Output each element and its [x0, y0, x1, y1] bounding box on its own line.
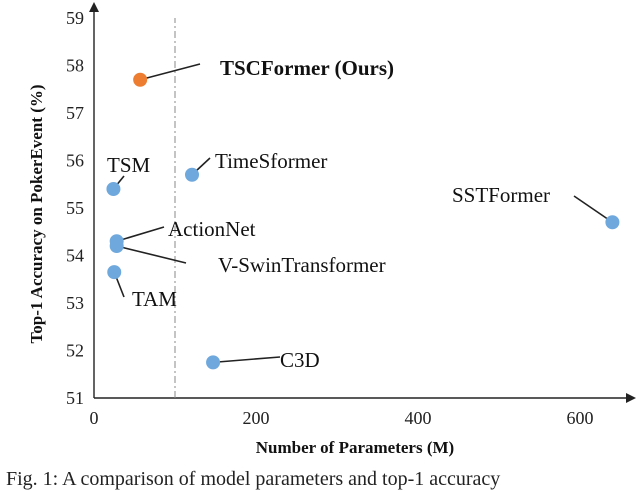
y-tick-label: 59	[66, 8, 84, 28]
y-tick-label: 56	[66, 151, 84, 171]
x-axis-title: Number of Parameters (M)	[256, 438, 454, 457]
y-tick-label: 52	[66, 341, 84, 361]
y-tick-label: 57	[66, 103, 84, 123]
point-label: TSM	[107, 153, 151, 177]
leader-line	[213, 356, 281, 364]
leader-line	[573, 195, 613, 223]
x-tick-label: 600	[567, 408, 594, 428]
x-tick-label: 0	[90, 408, 99, 428]
data-point	[206, 355, 221, 370]
tick-labels: 0 200 400 600 51 52 53 54 55 56 57 58 59	[66, 8, 594, 428]
axes	[89, 2, 636, 403]
y-tick-label: 51	[66, 388, 84, 408]
point-label: C3D	[280, 348, 320, 372]
point-label: ActionNet	[168, 217, 256, 241]
point-label: TSCFormer (Ours)	[220, 56, 394, 80]
data-point	[605, 215, 620, 230]
x-tick-label: 200	[243, 408, 270, 428]
y-tick-label: 55	[66, 198, 84, 218]
y-axis-title: Top-1 Accuracy on PokerEvent (%)	[27, 84, 46, 343]
point-labels: TSCFormer (Ours) TSM TimeSformer SSTFormer A…	[107, 56, 550, 372]
x-tick-label: 400	[405, 408, 432, 428]
x-axis-arrow	[626, 393, 636, 403]
scatter-chart: 0 200 400 600 51 52 53 54 55 56 57 58 59 Number of P…	[27, 2, 636, 457]
leader-line	[116, 226, 165, 243]
y-tick-label: 54	[66, 246, 84, 266]
data-point	[107, 265, 122, 280]
point-label: TAM	[132, 287, 177, 311]
y-tick-label: 58	[66, 56, 84, 76]
data-point	[106, 182, 121, 196]
data-point	[109, 239, 124, 253]
point-label: SSTFormer	[452, 183, 550, 207]
data-points	[106, 72, 620, 370]
point-label: TimeSformer	[215, 149, 327, 173]
data-point	[133, 72, 148, 87]
leader-line	[116, 245, 187, 264]
data-point	[185, 167, 200, 182]
y-axis-arrow	[89, 2, 99, 12]
figure-caption: Fig. 1: A comparison of model parameters…	[6, 468, 501, 490]
leader-lines	[112, 63, 613, 364]
leader-line	[139, 63, 201, 81]
y-tick-label: 53	[66, 293, 84, 313]
point-label: V-SwinTransformer	[218, 253, 386, 277]
